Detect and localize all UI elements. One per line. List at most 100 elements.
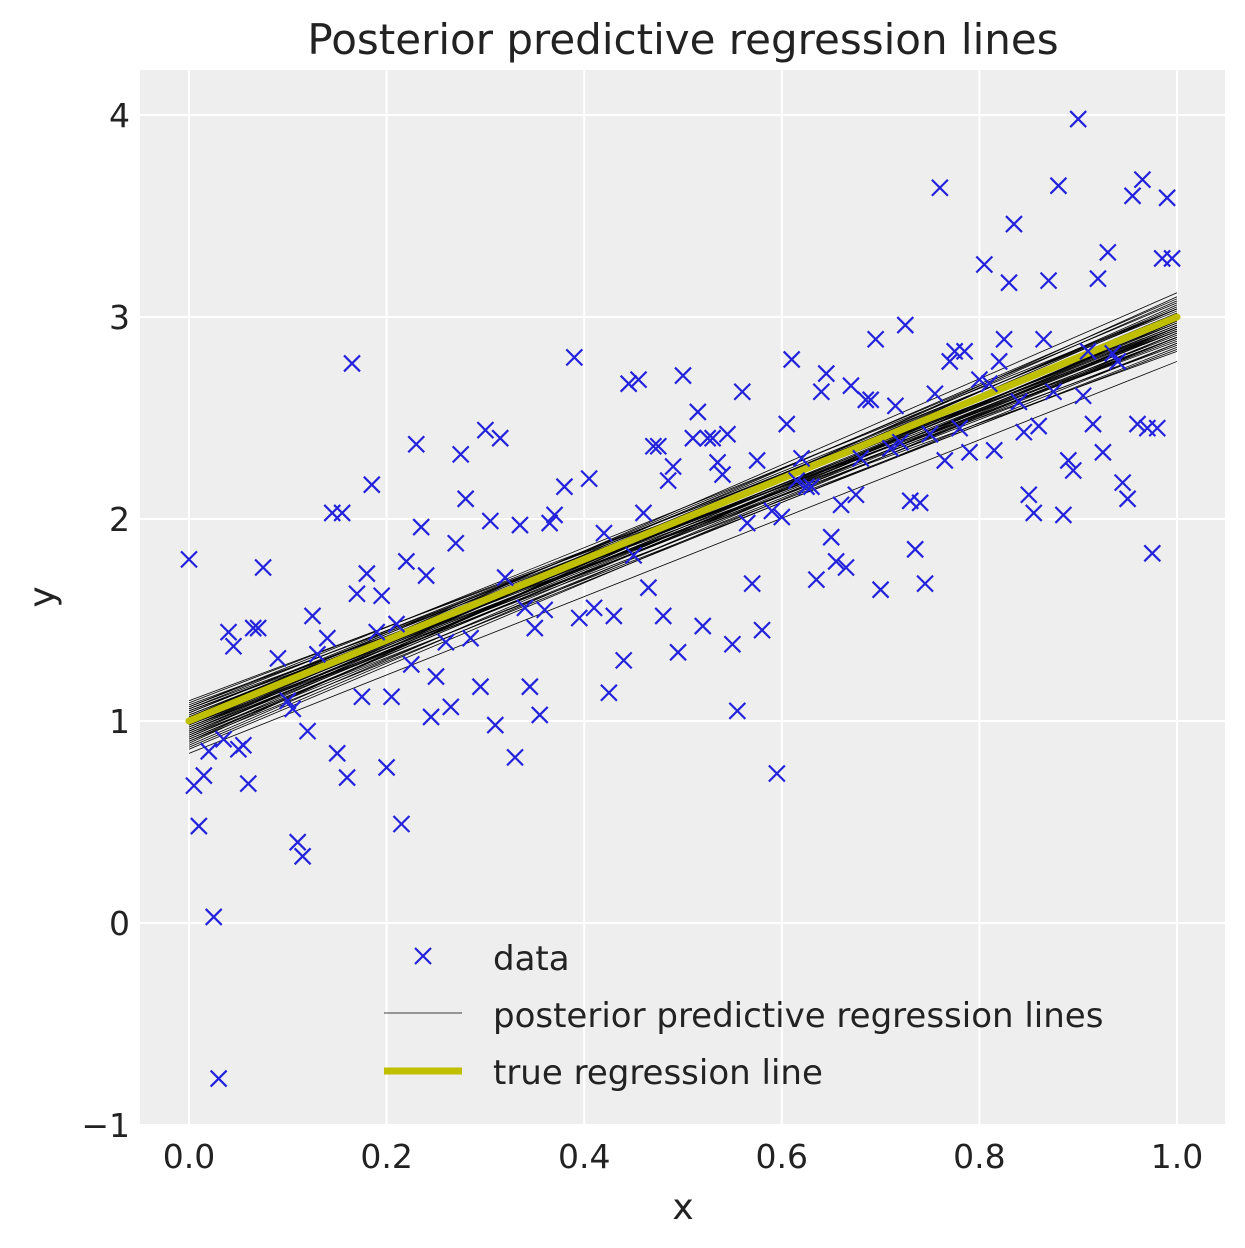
data-point-127 [881,439,900,458]
y-tick-label-3: 2 [109,500,130,539]
data-point-168 [1089,269,1107,288]
y-axis-label: y [22,586,63,607]
data-point-99 [733,382,752,401]
data-point-152 [1010,393,1028,411]
data-point-78 [624,546,643,565]
data-point-113 [807,570,826,589]
data-point-146 [980,374,999,393]
data-point-160 [1049,176,1068,195]
data-point-110 [792,449,811,468]
y-tick-label-0: −1 [81,1106,130,1145]
data-point-11 [234,736,253,755]
data-point-145 [975,255,994,274]
data-point-75 [605,607,623,625]
posterior-line-32 [188,308,1178,738]
x-tick-label-4: 0.8 [953,1137,1005,1176]
data-point-76 [614,651,633,670]
data-point-97 [723,635,742,654]
data-point-158 [1039,271,1058,290]
data-point-121 [847,485,865,504]
data-point-132 [906,540,924,559]
data-point-59 [506,748,524,767]
data-point-41 [402,655,421,674]
data-point-148 [990,352,1008,371]
data-point-18 [283,700,302,718]
data-point-120 [842,376,860,395]
data-point-35 [372,586,391,605]
data-point-55 [481,512,500,530]
data-point-179 [1143,544,1162,563]
data-point-23 [308,645,327,664]
data-point-38 [387,615,406,633]
data-point-15 [254,558,272,577]
data-point-175 [1123,187,1142,205]
data-point-61 [516,599,534,617]
data-point-69 [565,348,584,367]
data-point-3 [195,766,213,785]
data-point-93 [703,429,722,447]
data-point-65 [535,601,554,619]
data-point-126 [871,580,890,599]
x-tick-label-3: 0.6 [756,1137,808,1176]
data-point-6 [209,1069,228,1088]
data-point-102 [748,451,766,470]
data-point-49 [446,534,465,553]
data-point-67 [545,506,564,524]
data-point-33 [363,475,381,494]
data-point-142 [955,342,974,361]
data-point-96 [718,425,737,443]
data-point-7 [214,730,233,748]
data-point-161 [1054,506,1073,524]
data-point-157 [1034,330,1053,348]
y-tick-label-1: 0 [109,904,130,943]
posterior-line-45 [188,361,1178,754]
true-line-group [185,313,1181,725]
data-point-51 [456,490,475,508]
data-point-95 [713,465,732,484]
data-point-46 [427,667,445,686]
data-point-139 [940,352,959,371]
data-point-104 [763,502,781,520]
y-tick-label-4: 3 [109,298,130,337]
data-point-71 [580,469,598,488]
data-point-100 [738,514,756,532]
data-point-141 [950,419,969,437]
data-point-119 [837,558,855,577]
data-point-86 [664,457,682,476]
posterior-line-22 [188,302,1178,718]
data-point-4 [199,742,218,761]
data-point-52 [461,629,480,647]
data-point-173 [1113,473,1132,492]
data-point-73 [595,524,613,542]
data-point-26 [328,744,346,763]
data-point-0 [180,550,198,569]
data-point-154 [1020,485,1038,504]
data-point-84 [654,607,673,625]
data-point-81 [639,578,658,597]
data-point-5 [204,908,223,926]
data-point-169 [1094,443,1112,462]
data-point-149 [995,330,1013,348]
data-point-85 [659,471,677,490]
grid [140,70,1225,1126]
true-regression-line [185,313,1181,725]
data-point-88 [674,366,692,385]
data-point-54 [476,421,495,439]
data-point-171 [1104,344,1122,363]
data-point-117 [827,552,845,571]
y-tick-label-2: 1 [109,702,130,741]
data-point-124 [861,391,880,409]
legend-marker-data [414,947,432,965]
data-point-30 [348,584,366,603]
data-point-87 [669,643,687,662]
data-point-103 [753,621,771,639]
data-point-74 [600,683,618,702]
data-point-40 [397,552,416,571]
data-point-53 [471,677,490,696]
data-point-98 [728,702,747,720]
data-point-137 [931,178,949,197]
data-point-128 [886,397,905,415]
data-point-16 [269,649,287,668]
data-point-50 [451,445,470,464]
data-point-89 [684,429,702,447]
